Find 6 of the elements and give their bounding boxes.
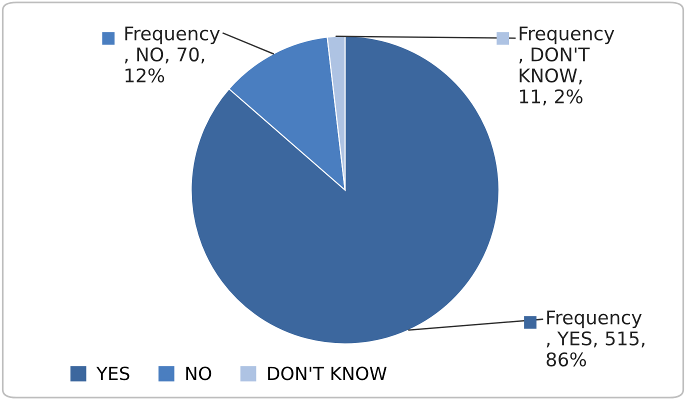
data-label: Frequency , NO, 70, 12%: [124, 26, 220, 83]
legend-label: NO: [186, 366, 212, 380]
legend-label: DON'T KNOW: [268, 366, 387, 380]
data-label: Frequency , DON'T KNOW, 11, 2%: [519, 26, 614, 106]
legend-label: YES: [96, 366, 130, 380]
data-label: Frequency , YES, 515, 86%: [546, 310, 644, 367]
